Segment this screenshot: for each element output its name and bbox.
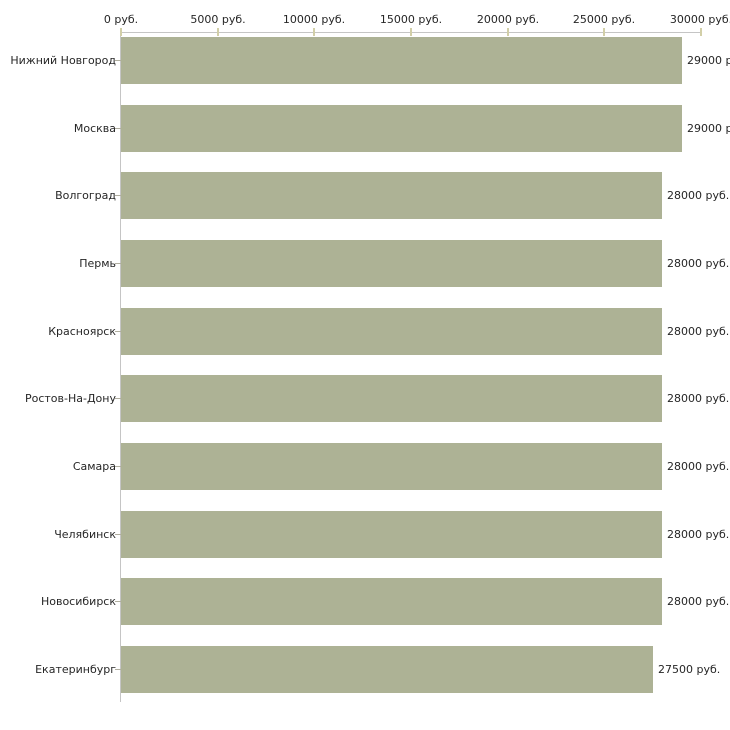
x-tick-label: 0 руб. bbox=[103, 13, 139, 26]
y-axis-line bbox=[120, 32, 121, 702]
category-label: Москва bbox=[73, 122, 116, 135]
bar bbox=[121, 240, 662, 287]
category-label: Ростов-На-Дону bbox=[24, 392, 116, 405]
category-label: Новосибирск bbox=[40, 595, 116, 608]
bar bbox=[121, 578, 662, 625]
bar bbox=[121, 375, 662, 422]
category-tick-mark bbox=[115, 466, 121, 467]
bar bbox=[121, 105, 682, 152]
category-tick-mark bbox=[115, 331, 121, 332]
category-tick-mark bbox=[115, 60, 121, 61]
chart-row: Екатеринбург 27500 руб. bbox=[0, 646, 730, 693]
chart-row: Нижний Новгород 29000 р bbox=[0, 37, 730, 84]
category-tick-mark bbox=[115, 263, 121, 264]
category-label: Челябинск bbox=[54, 528, 116, 541]
category-label: Пермь bbox=[79, 257, 116, 270]
category-tick-mark bbox=[115, 669, 121, 670]
bar bbox=[121, 511, 662, 558]
value-label: 28000 руб. bbox=[667, 189, 730, 202]
x-tick-label: 25000 руб. bbox=[572, 13, 636, 26]
x-axis-tick bbox=[410, 28, 412, 36]
x-tick-label: 20000 руб. bbox=[476, 13, 540, 26]
x-tick-label: 30000 руб. bbox=[669, 13, 730, 26]
value-label: 28000 руб. bbox=[667, 392, 730, 405]
category-tick-mark bbox=[115, 601, 121, 602]
category-label: Нижний Новгород bbox=[10, 54, 116, 67]
value-label: 28000 руб. bbox=[667, 325, 730, 338]
x-axis-tick bbox=[120, 28, 122, 36]
x-tick-label: 5000 руб. bbox=[190, 13, 246, 26]
value-label: 28000 руб. bbox=[667, 528, 730, 541]
chart-row: Самара 28000 руб. bbox=[0, 443, 730, 490]
chart-row: Новосибирск 28000 руб. bbox=[0, 578, 730, 625]
category-label: Самара bbox=[72, 460, 116, 473]
x-axis-tick bbox=[603, 28, 605, 36]
category-tick-mark bbox=[115, 398, 121, 399]
bar bbox=[121, 646, 653, 693]
value-label: 29000 р bbox=[687, 122, 730, 135]
chart-row: Пермь 28000 руб. bbox=[0, 240, 730, 287]
bar bbox=[121, 37, 682, 84]
x-tick-label: 15000 руб. bbox=[379, 13, 443, 26]
chart-row: Москва 29000 р bbox=[0, 105, 730, 152]
x-tick-label: 10000 руб. bbox=[282, 13, 346, 26]
bar bbox=[121, 443, 662, 490]
value-label: 28000 руб. bbox=[667, 257, 730, 270]
value-label: 27500 руб. bbox=[658, 663, 721, 676]
chart-row: Красноярск 28000 руб. bbox=[0, 308, 730, 355]
category-label: Красноярск bbox=[48, 325, 116, 338]
chart-row: Ростов-На-Дону 28000 руб. bbox=[0, 375, 730, 422]
x-axis-tick bbox=[700, 28, 702, 36]
category-tick-mark bbox=[115, 195, 121, 196]
chart-row: Волгоград 28000 руб. bbox=[0, 172, 730, 219]
value-label: 28000 руб. bbox=[667, 460, 730, 473]
category-label: Волгоград bbox=[55, 189, 116, 202]
x-axis-tick bbox=[507, 28, 509, 36]
category-tick-mark bbox=[115, 128, 121, 129]
category-tick-mark bbox=[115, 534, 121, 535]
value-label: 28000 руб. bbox=[667, 595, 730, 608]
chart-row: Челябинск 28000 руб. bbox=[0, 511, 730, 558]
value-label: 29000 р bbox=[687, 54, 730, 67]
x-axis-tick bbox=[313, 28, 315, 36]
category-label: Екатеринбург bbox=[35, 663, 116, 676]
bar bbox=[121, 308, 662, 355]
bar bbox=[121, 172, 662, 219]
x-axis-tick bbox=[217, 28, 219, 36]
